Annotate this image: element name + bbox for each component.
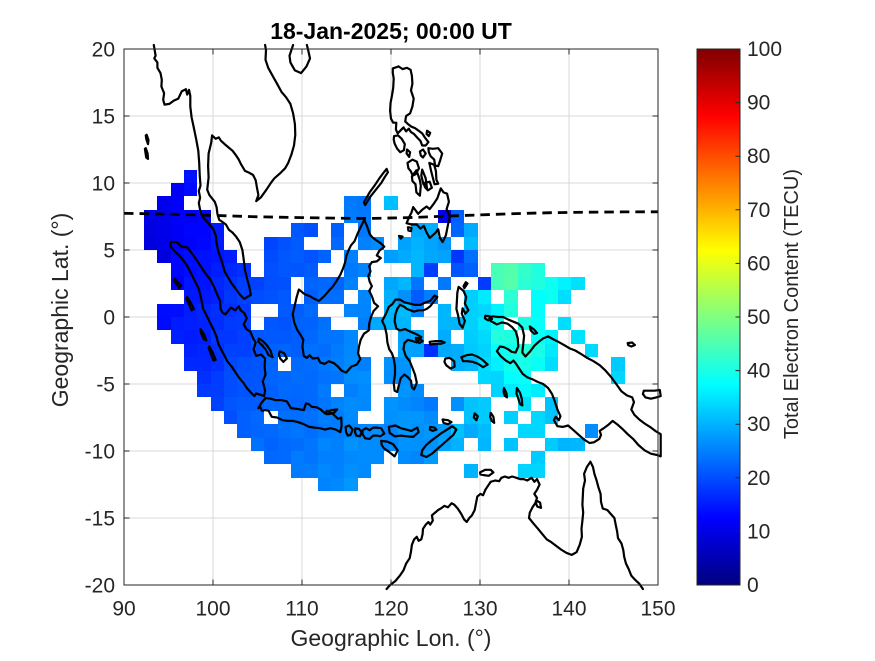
svg-text:140: 140 xyxy=(551,598,586,621)
svg-text:110: 110 xyxy=(285,598,318,621)
svg-text:0: 0 xyxy=(103,307,115,330)
svg-text:20: 20 xyxy=(747,467,770,490)
svg-text:150: 150 xyxy=(640,598,675,621)
svg-text:Geographic Lat. (°): Geographic Lat. (°) xyxy=(47,213,73,408)
svg-text:-10: -10 xyxy=(85,441,115,464)
svg-text:40: 40 xyxy=(747,360,770,383)
svg-text:-20: -20 xyxy=(85,575,115,598)
svg-text:90: 90 xyxy=(112,598,135,621)
svg-text:80: 80 xyxy=(747,145,770,168)
svg-text:90: 90 xyxy=(747,92,770,115)
svg-text:10: 10 xyxy=(92,173,115,196)
svg-text:Geographic Lon. (°): Geographic Lon. (°) xyxy=(291,625,492,651)
svg-text:70: 70 xyxy=(747,199,770,222)
svg-text:Total Electron Content (TECU): Total Electron Content (TECU) xyxy=(781,169,803,439)
svg-text:100: 100 xyxy=(195,598,230,621)
svg-text:120: 120 xyxy=(373,598,408,621)
svg-text:15: 15 xyxy=(92,106,115,129)
svg-text:60: 60 xyxy=(747,252,770,275)
svg-text:-5: -5 xyxy=(96,374,115,397)
svg-text:18-Jan-2025; 00:00 UT: 18-Jan-2025; 00:00 UT xyxy=(270,18,512,44)
svg-text:100: 100 xyxy=(747,38,782,61)
svg-text:20: 20 xyxy=(92,39,115,62)
svg-text:5: 5 xyxy=(103,240,115,263)
svg-text:30: 30 xyxy=(747,413,770,436)
svg-text:50: 50 xyxy=(747,306,770,329)
svg-text:130: 130 xyxy=(462,598,497,621)
svg-text:10: 10 xyxy=(747,520,770,543)
svg-text:0: 0 xyxy=(747,574,759,597)
svg-text:-15: -15 xyxy=(85,508,115,531)
